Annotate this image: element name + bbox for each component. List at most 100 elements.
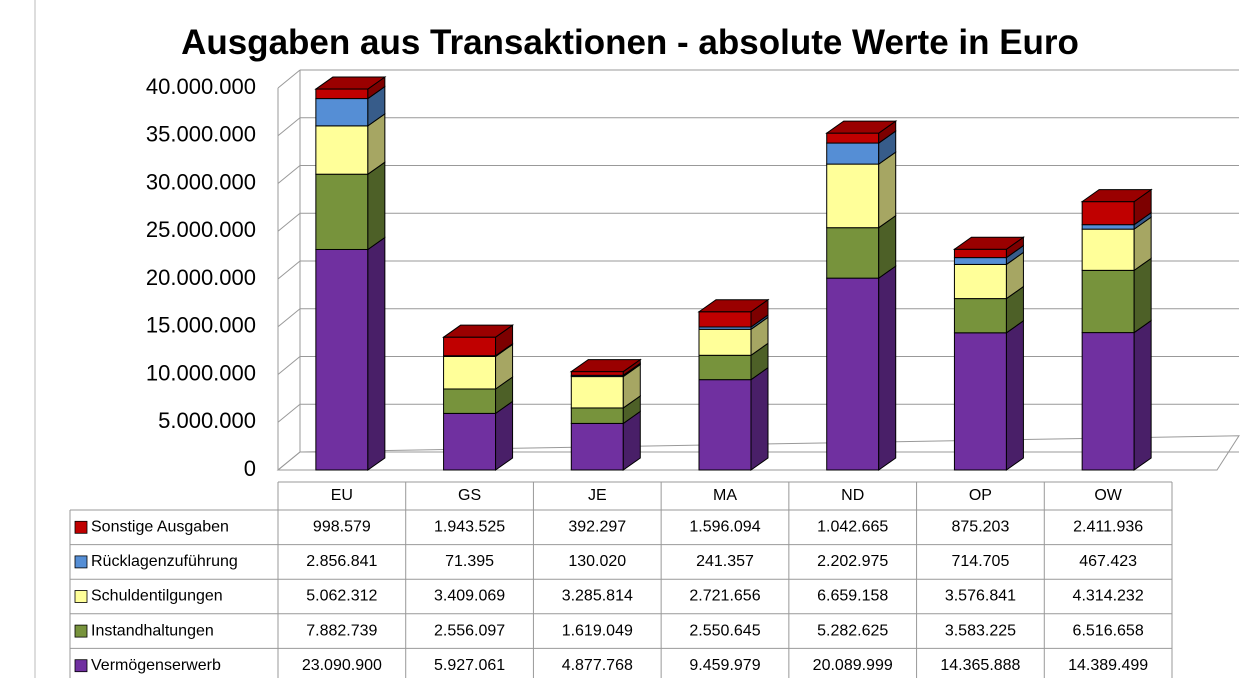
table-value: 2.856.841 — [306, 553, 377, 570]
x-tick-label: GS — [458, 487, 481, 504]
table-value: 7.882.739 — [306, 622, 377, 639]
legend-key — [74, 520, 88, 534]
bar-segment — [826, 163, 880, 229]
bar-side — [878, 151, 897, 229]
bar-segment — [1081, 332, 1135, 471]
table-value: 5.282.625 — [817, 622, 888, 639]
bar-segment — [698, 379, 752, 471]
x-tick-label: OW — [1094, 487, 1122, 504]
bar-segment — [1081, 224, 1135, 230]
bar-segment — [698, 311, 752, 328]
bar-top — [1080, 189, 1153, 203]
table-value: 4.314.232 — [1073, 588, 1144, 605]
x-tick-label: JE — [588, 487, 607, 504]
bar-segment — [315, 98, 369, 127]
grid-line — [277, 212, 301, 232]
table-value: 2.411.936 — [1073, 519, 1143, 536]
legend-label: Rücklagenzuführung — [91, 553, 238, 570]
table-value: 2.721.656 — [689, 588, 760, 605]
grid-line — [277, 69, 301, 89]
table-value: 3.583.225 — [945, 622, 1016, 639]
table-value: 6.659.158 — [817, 588, 888, 605]
table-value: 9.459.979 — [689, 657, 760, 674]
table-value: 1.943.525 — [434, 519, 505, 536]
x-tick-label: OP — [969, 487, 992, 504]
grid-line — [277, 308, 301, 328]
bar-segment — [953, 248, 1007, 259]
bar-side — [1133, 257, 1152, 334]
table-value: 392.297 — [568, 519, 626, 536]
table-value: 130.020 — [568, 553, 626, 570]
legend-key — [74, 555, 88, 569]
bar-side — [1005, 319, 1024, 471]
y-tick-label: 40.000.000 — [146, 74, 256, 99]
table-value: 2.202.975 — [817, 553, 888, 570]
bar-segment — [443, 388, 497, 414]
table-value: 3.576.841 — [945, 588, 1016, 605]
bar-top — [952, 236, 1026, 250]
bar-segment — [443, 412, 497, 471]
bar-segment — [570, 407, 624, 424]
bar-segment — [315, 248, 369, 471]
legend-key — [74, 659, 88, 673]
bar-side — [367, 236, 386, 471]
table-value: 1.042.665 — [817, 519, 888, 536]
table-value: 5.927.061 — [434, 657, 505, 674]
bar-segment — [953, 263, 1007, 300]
legend-label: Instandhaltungen — [91, 622, 214, 639]
legend-label: Sonstige Ausgaben — [91, 519, 229, 536]
bar-segment — [1081, 228, 1135, 271]
table-value: 23.090.900 — [302, 657, 382, 674]
table-value: 3.409.069 — [434, 588, 505, 605]
table-value: 467.423 — [1079, 553, 1137, 570]
table-value: 998.579 — [313, 519, 371, 536]
bar-segment — [698, 328, 752, 356]
table-value: 1.619.049 — [562, 622, 633, 639]
grid-line — [277, 451, 301, 471]
y-tick-label: 25.000.000 — [146, 217, 256, 242]
bar-segment — [315, 125, 369, 175]
legend-label: Vermögenserwerb — [91, 657, 221, 674]
bar-segment — [443, 336, 497, 357]
y-tick-label: 20.000.000 — [146, 265, 256, 290]
bar-segment — [953, 257, 1007, 265]
table-value: 1.596.094 — [689, 519, 760, 536]
chart-title: Ausgaben aus Transaktionen - absolute We… — [181, 23, 1079, 62]
bar-side — [367, 161, 386, 251]
bar-segment — [1081, 269, 1135, 334]
bar-segment — [570, 376, 624, 409]
grid-line — [277, 165, 301, 184]
bar-side — [750, 366, 769, 471]
bar-top — [314, 76, 387, 90]
table-value: 6.516.658 — [1073, 622, 1144, 639]
legend-key — [74, 590, 88, 603]
y-tick-label: 0 — [244, 456, 256, 481]
bar-segment — [826, 142, 880, 165]
bar-segment — [570, 422, 624, 471]
bar-segment — [826, 277, 880, 471]
bar-side — [1133, 319, 1152, 471]
bar-segment — [953, 332, 1007, 471]
y-tick-label: 35.000.000 — [146, 122, 256, 147]
table-value: 14.389.499 — [1068, 657, 1148, 674]
table-value: 71.395 — [445, 553, 494, 570]
bar-top — [569, 359, 642, 373]
y-tick-label: 10.000.000 — [146, 360, 256, 385]
y-tick-label: 15.000.000 — [146, 313, 256, 338]
table-value: 20.089.999 — [813, 657, 893, 674]
bar-side — [878, 265, 897, 471]
table-value: 875.203 — [952, 519, 1010, 536]
grid-line — [277, 356, 301, 375]
y-tick-label: 30.000.000 — [146, 169, 256, 194]
table-value: 4.877.768 — [562, 657, 633, 674]
bar-segment — [1081, 201, 1135, 226]
table-value: 5.062.312 — [306, 588, 377, 605]
table-value: 2.556.097 — [434, 622, 505, 639]
bar-top — [825, 120, 898, 134]
bar-segment — [953, 298, 1007, 334]
grid-line — [277, 260, 301, 280]
x-tick-label: MA — [713, 487, 737, 504]
bar-segment — [826, 132, 880, 144]
legend-label: Schuldentilgungen — [91, 588, 223, 605]
